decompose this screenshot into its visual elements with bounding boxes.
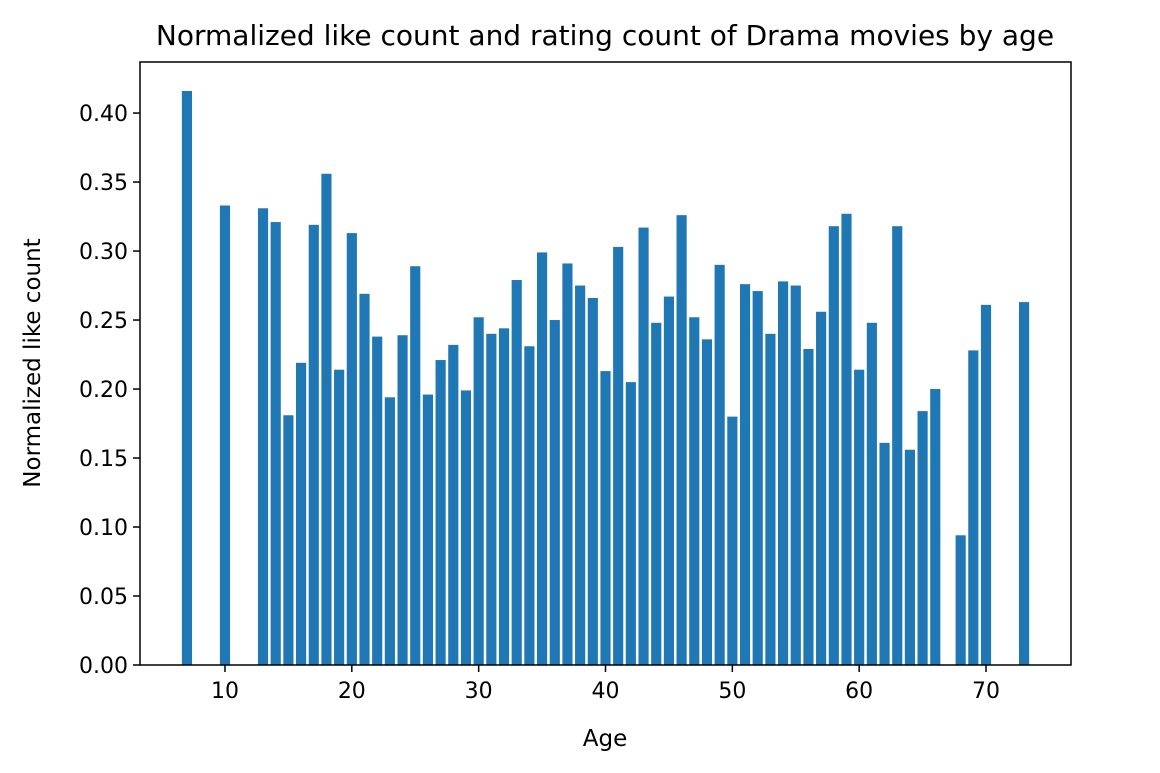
bar-age-13 bbox=[257, 208, 269, 665]
bar-age-52 bbox=[752, 291, 763, 665]
bar-age-61 bbox=[866, 322, 877, 665]
x-tick-label: 40 bbox=[592, 679, 620, 704]
bar-age-20 bbox=[346, 233, 357, 665]
bar-age-17 bbox=[308, 224, 319, 665]
bar-age-51 bbox=[739, 284, 751, 665]
bar-age-7 bbox=[181, 90, 193, 666]
bar-age-43 bbox=[638, 227, 649, 665]
bar-age-24 bbox=[397, 335, 408, 665]
y-tick-label: 0.05 bbox=[79, 585, 128, 610]
bar-age-44 bbox=[651, 322, 662, 665]
bar-age-31 bbox=[486, 333, 497, 665]
bar-age-58 bbox=[828, 226, 839, 665]
bar-age-22 bbox=[372, 336, 383, 665]
bar-age-48 bbox=[701, 339, 713, 665]
x-tick-label: 20 bbox=[338, 679, 366, 704]
bar-age-21 bbox=[359, 293, 370, 665]
bar-age-39 bbox=[587, 297, 598, 665]
x-tick-label: 60 bbox=[845, 679, 873, 704]
y-tick-label: 0.20 bbox=[79, 378, 128, 403]
bar-age-65 bbox=[917, 411, 928, 665]
bar-age-10 bbox=[219, 205, 231, 665]
bar-age-56 bbox=[803, 349, 814, 665]
bar-age-70 bbox=[980, 304, 992, 665]
y-tick-label: 0.15 bbox=[79, 447, 128, 472]
bar-age-14 bbox=[270, 222, 281, 665]
bar-age-38 bbox=[575, 285, 586, 665]
bar-age-50 bbox=[727, 416, 738, 665]
bar-age-59 bbox=[841, 213, 852, 665]
chart-title: Normalized like count and rating count o… bbox=[156, 19, 1054, 52]
bar-age-42 bbox=[625, 382, 636, 665]
bars-group bbox=[181, 90, 1030, 666]
x-axis-label: Age bbox=[583, 726, 627, 752]
bar-age-73 bbox=[1019, 302, 1030, 665]
bar-age-18 bbox=[321, 173, 332, 665]
bar-age-63 bbox=[892, 226, 903, 665]
x-tick-label: 10 bbox=[211, 679, 239, 704]
bar-age-28 bbox=[448, 344, 459, 665]
x-axis-ticks: 10 20 30 40 50 60 70 bbox=[211, 665, 1000, 704]
bar-age-15 bbox=[283, 415, 294, 665]
bar-age-35 bbox=[537, 252, 548, 666]
bar-age-68 bbox=[955, 535, 966, 665]
bar-age-29 bbox=[460, 390, 472, 665]
bar-age-54 bbox=[778, 281, 789, 665]
y-tick-label: 0.30 bbox=[79, 240, 128, 265]
bar-age-41 bbox=[613, 246, 624, 665]
bar-age-49 bbox=[714, 264, 725, 665]
bar-age-23 bbox=[384, 397, 395, 665]
bar-age-36 bbox=[549, 320, 560, 665]
bar-age-69 bbox=[968, 350, 979, 665]
y-tick-label: 0.10 bbox=[79, 516, 128, 541]
bar-age-53 bbox=[765, 333, 776, 665]
bar-age-26 bbox=[422, 394, 433, 665]
bar-age-64 bbox=[904, 449, 915, 665]
bar-age-27 bbox=[435, 360, 446, 665]
bar-age-40 bbox=[600, 371, 611, 665]
bar-age-57 bbox=[816, 311, 827, 665]
y-axis-ticks: 0.00 0.05 0.10 0.15 0.20 0.25 0.30 0.35 0.40 bbox=[79, 102, 140, 679]
bar-age-45 bbox=[663, 296, 674, 665]
bar-age-25 bbox=[410, 266, 421, 665]
bar-age-37 bbox=[562, 263, 573, 665]
y-tick-label: 0.00 bbox=[79, 654, 128, 679]
bar-age-33 bbox=[511, 280, 522, 665]
bar-age-34 bbox=[524, 346, 535, 665]
bar-age-16 bbox=[296, 362, 307, 665]
y-tick-label: 0.40 bbox=[79, 102, 128, 127]
bar-age-19 bbox=[334, 369, 345, 665]
bar-age-66 bbox=[930, 389, 941, 665]
bar-age-55 bbox=[790, 285, 801, 665]
x-tick-label: 50 bbox=[718, 679, 746, 704]
bar-age-60 bbox=[854, 369, 865, 665]
bar-age-30 bbox=[473, 317, 484, 665]
x-tick-label: 70 bbox=[972, 679, 1000, 704]
x-tick-label: 30 bbox=[465, 679, 493, 704]
y-tick-label: 0.35 bbox=[79, 171, 128, 196]
bar-age-32 bbox=[498, 328, 510, 665]
bar-age-47 bbox=[689, 317, 700, 665]
y-tick-label: 0.25 bbox=[79, 309, 128, 334]
bar-age-62 bbox=[879, 442, 890, 665]
bar-age-46 bbox=[676, 215, 687, 665]
y-axis-label: Normalized like count bbox=[20, 238, 46, 487]
